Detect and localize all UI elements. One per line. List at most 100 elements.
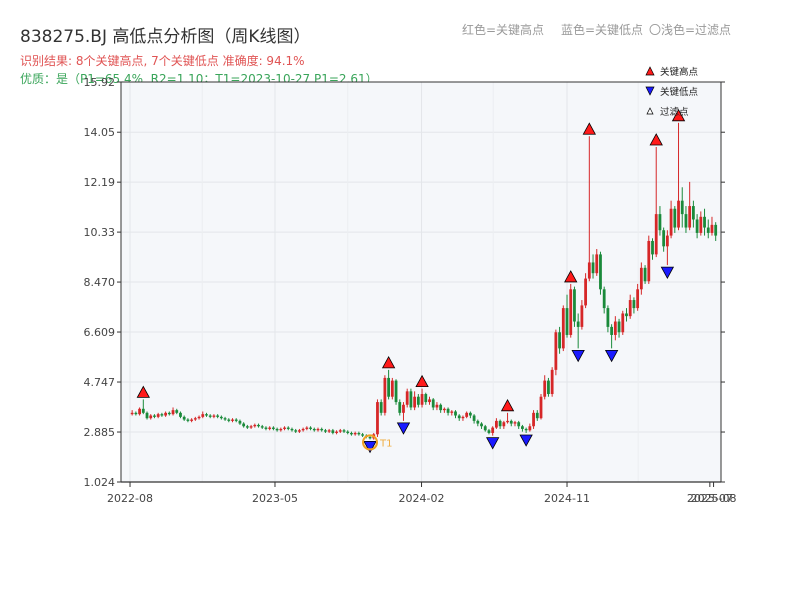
candle-body xyxy=(706,227,710,233)
candle-body xyxy=(186,419,190,421)
y-tick-label: 6.609 xyxy=(84,326,116,339)
candle-body xyxy=(465,412,469,417)
candle-body xyxy=(513,422,517,424)
candle-body xyxy=(446,408,450,413)
candle-body xyxy=(602,289,606,309)
y-tick-label: 14.05 xyxy=(84,126,116,139)
candle-body xyxy=(550,369,554,395)
candle-body xyxy=(610,326,614,335)
candle-body xyxy=(580,305,584,327)
candle-body xyxy=(413,396,417,408)
candle-body xyxy=(376,402,379,435)
candle-body xyxy=(201,414,205,417)
candle-body xyxy=(420,394,424,405)
candle-body xyxy=(301,428,305,431)
candle-body xyxy=(468,412,472,416)
key-high-marker xyxy=(649,133,663,146)
y-tick-label: 8.470 xyxy=(84,276,116,289)
candle-body xyxy=(569,289,573,335)
candle-body xyxy=(684,214,688,228)
candle-body xyxy=(409,391,413,408)
candle-body xyxy=(442,408,446,411)
candle-body xyxy=(547,380,550,395)
candle-body xyxy=(257,424,260,427)
candle-body xyxy=(665,235,669,247)
candle-body xyxy=(279,428,283,431)
top-legend-red: 红色=关键高点 xyxy=(462,23,545,37)
candle-body xyxy=(212,415,216,417)
candle-body xyxy=(149,415,153,419)
candle-body xyxy=(621,313,625,333)
candle-body xyxy=(599,254,602,290)
candle-body xyxy=(357,432,361,435)
candle-body xyxy=(521,426,524,429)
candle-body xyxy=(216,415,220,417)
candle-body xyxy=(290,428,294,431)
candle-body xyxy=(617,321,621,333)
candle-body xyxy=(130,412,134,415)
legend-label: 关键高点 xyxy=(660,66,699,78)
candle-body xyxy=(335,431,338,433)
legend-high-symbol xyxy=(645,66,655,76)
candle-body xyxy=(405,391,409,405)
candle-body xyxy=(312,428,316,431)
x-tick-label: 2024-02 xyxy=(399,492,445,505)
candle-body xyxy=(714,224,718,236)
key-low-marker xyxy=(363,441,377,454)
candle-body xyxy=(193,418,197,420)
candle-body xyxy=(387,377,391,397)
candle-body xyxy=(205,414,208,416)
annotation-label: T1 xyxy=(379,438,392,449)
candle-body xyxy=(483,426,487,431)
candle-body xyxy=(535,412,539,419)
candle-body xyxy=(532,412,535,427)
candle-body xyxy=(595,254,599,274)
candle-body xyxy=(606,308,610,327)
candle-body xyxy=(175,410,179,413)
candle-body xyxy=(346,431,350,433)
candle-body xyxy=(394,380,398,403)
candle-body xyxy=(298,430,301,432)
y-tick-label: 12.19 xyxy=(84,176,116,189)
candle-body xyxy=(242,423,246,427)
top-legend-filter: 〇浅色=过滤点 xyxy=(649,23,732,37)
candle-body xyxy=(636,289,640,309)
candle-body xyxy=(450,411,454,413)
candle-body xyxy=(197,416,201,419)
candle-body xyxy=(320,428,324,431)
candle-body xyxy=(227,419,231,421)
candle-body xyxy=(316,428,320,431)
candle-body xyxy=(179,412,182,417)
candle-body xyxy=(238,420,242,424)
candle-body xyxy=(231,419,234,421)
key-low-marker xyxy=(660,266,675,279)
y-tick-label: 4.747 xyxy=(84,376,116,389)
candle-body xyxy=(576,321,580,327)
candle-body xyxy=(141,408,145,413)
candle-body xyxy=(182,416,186,420)
candle-body xyxy=(695,219,699,233)
candle-body xyxy=(457,415,461,419)
candle-body xyxy=(219,416,223,419)
candle-body xyxy=(309,427,312,429)
candle-body xyxy=(160,414,164,416)
candle-body xyxy=(647,240,651,282)
candle-body xyxy=(454,411,457,416)
candle-body xyxy=(439,404,443,411)
candle-body xyxy=(680,200,684,215)
key-low-marker xyxy=(571,349,585,363)
candle-body xyxy=(402,404,405,413)
candle-body xyxy=(245,426,249,428)
key-high-marker xyxy=(582,122,596,135)
candle-body xyxy=(234,419,238,421)
candle-body xyxy=(625,313,628,317)
chart-title: 838275.BJ 高低点分析图（周K线图） xyxy=(20,27,311,47)
legend-low-symbol xyxy=(645,86,655,96)
candle-body xyxy=(561,308,565,349)
candle-body xyxy=(509,420,513,424)
candle-body xyxy=(379,402,383,413)
key-low-marker xyxy=(396,422,411,435)
result-summary: 识别结果: 8个关键高点, 7个关键低点 准确度: 94.1% xyxy=(20,54,305,68)
y-tick-label: 10.33 xyxy=(84,226,116,239)
